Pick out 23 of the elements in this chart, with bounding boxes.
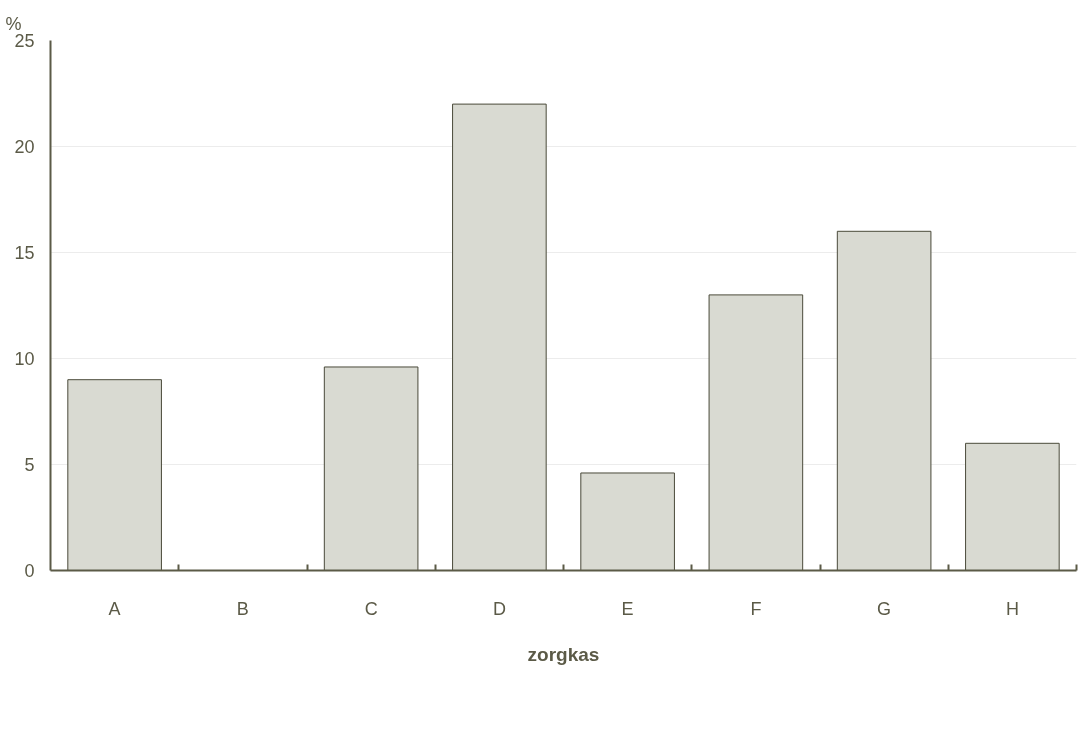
x-tick-label: E [621, 598, 634, 619]
bar [965, 442, 1060, 571]
x-tick-label: C [364, 598, 378, 619]
bar [708, 294, 804, 571]
bar [836, 230, 932, 571]
y-tick-label: 15 [14, 243, 35, 263]
y-tick-label: 10 [14, 349, 35, 369]
x-tick-label: G [877, 598, 892, 619]
bar [323, 366, 419, 571]
x-tick-label: H [1005, 598, 1019, 619]
y-axis-title: % [5, 13, 22, 34]
x-tick-label: B [236, 598, 249, 619]
bar [67, 379, 162, 571]
y-tick-label: 25 [14, 31, 35, 51]
x-tick-label: A [108, 598, 121, 619]
x-tick-label: F [750, 598, 762, 619]
y-tick-label: 5 [24, 455, 35, 475]
y-tick-label: 20 [14, 137, 35, 157]
bar [452, 103, 547, 571]
y-tick-label: 0 [24, 561, 35, 581]
bar [580, 472, 675, 571]
x-tick-label: D [492, 598, 506, 619]
x-axis-title: zorgkas [527, 643, 600, 665]
